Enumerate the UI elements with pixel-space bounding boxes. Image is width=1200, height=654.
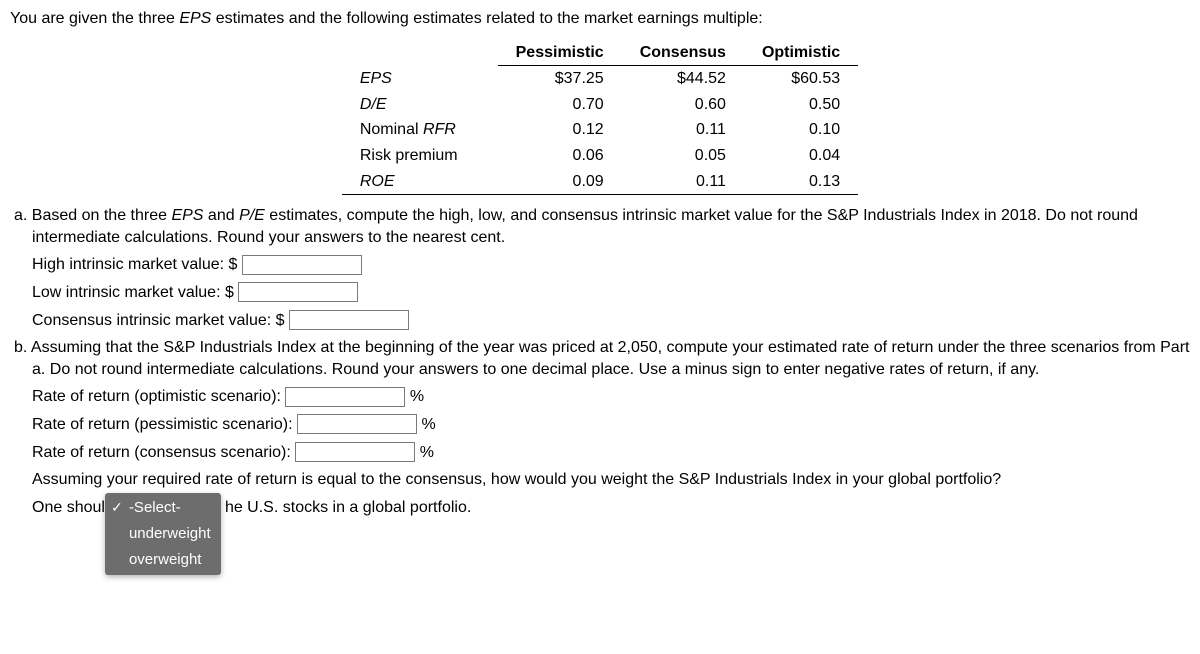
consensus-label: Consensus intrinsic market value: $ <box>32 312 285 329</box>
final-pre: One shoul <box>32 499 105 516</box>
dropdown-option-label: underweight <box>129 525 211 542</box>
final-post: he U.S. stocks in a global portfolio. <box>225 497 471 519</box>
table-cell: $44.52 <box>622 66 744 92</box>
dropdown-option-underweight[interactable]: underweight <box>105 521 221 547</box>
intro-text: You are given the three EPS estimates an… <box>10 8 1190 30</box>
row-rfr-label: Nominal RFR <box>342 117 498 143</box>
pct-label: % <box>410 388 424 405</box>
question-a: a. Based on the three EPS and P/E estima… <box>32 205 1190 248</box>
high-label: High intrinsic market value: $ <box>32 256 237 273</box>
table-cell: 0.04 <box>744 143 858 169</box>
high-input[interactable] <box>242 255 362 275</box>
pct-label: % <box>420 444 434 461</box>
low-label: Low intrinsic market value: $ <box>32 284 234 301</box>
weight-question: Assuming your required rate of return is… <box>32 469 1190 491</box>
table-cell: 0.09 <box>498 169 622 195</box>
col-optimistic: Optimistic <box>744 40 858 66</box>
table-cell: 0.11 <box>622 117 744 143</box>
pct-label: % <box>421 416 435 433</box>
dropdown-option-label: -Select- <box>129 499 181 516</box>
table-cell: 0.11 <box>622 169 744 195</box>
row-de-label: D/E <box>360 96 387 113</box>
ror-pessimistic-label: Rate of return (pessimistic scenario): <box>32 416 293 433</box>
table-cell: 0.50 <box>744 92 858 118</box>
ror-consensus-input[interactable] <box>295 442 415 462</box>
col-consensus: Consensus <box>622 40 744 66</box>
table-cell: 0.06 <box>498 143 622 169</box>
question-b: b. Assuming that the S&P Industrials Ind… <box>32 337 1190 380</box>
table-cell: $37.25 <box>498 66 622 92</box>
estimates-table: Pessimistic Consensus Optimistic EPS $37… <box>342 40 858 196</box>
ror-consensus-label: Rate of return (consensus scenario): <box>32 444 291 461</box>
ror-optimistic-input[interactable] <box>285 387 405 407</box>
table-cell: 0.10 <box>744 117 858 143</box>
table-cell: $60.53 <box>744 66 858 92</box>
row-roe-label: ROE <box>360 173 395 190</box>
col-pessimistic: Pessimistic <box>498 40 622 66</box>
row-riskpremium-label: Risk premium <box>342 143 498 169</box>
row-eps-label: EPS <box>360 70 392 87</box>
consensus-input[interactable] <box>289 310 409 330</box>
table-cell: 0.13 <box>744 169 858 195</box>
table-cell: 0.12 <box>498 117 622 143</box>
ror-optimistic-label: Rate of return (optimistic scenario): <box>32 388 281 405</box>
dropdown-option-overweight[interactable]: overweight <box>105 547 221 573</box>
dropdown-option-select[interactable]: ✓ -Select- <box>105 495 221 521</box>
check-icon: ✓ <box>111 498 123 517</box>
dropdown-option-label: overweight <box>129 551 202 568</box>
table-cell: 0.60 <box>622 92 744 118</box>
low-input[interactable] <box>238 282 358 302</box>
table-cell: 0.70 <box>498 92 622 118</box>
weight-select-dropdown[interactable]: ✓ -Select- underweight overweight <box>105 493 221 576</box>
table-cell: 0.05 <box>622 143 744 169</box>
ror-pessimistic-input[interactable] <box>297 414 417 434</box>
